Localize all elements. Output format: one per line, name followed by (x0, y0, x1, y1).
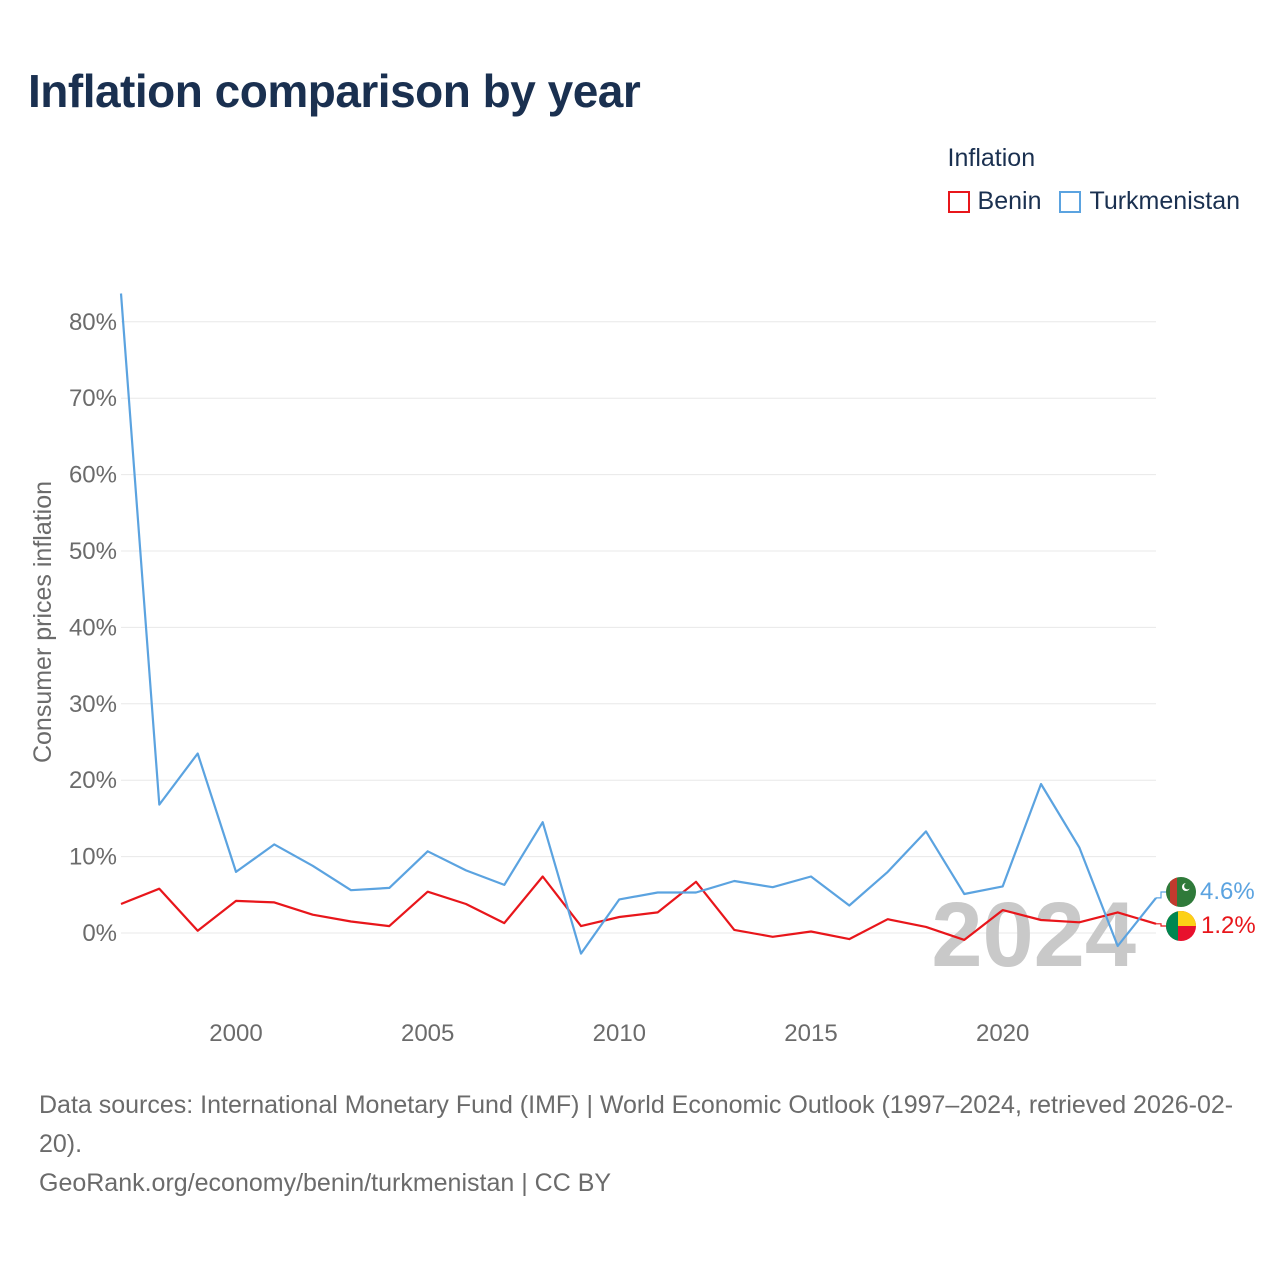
y-tick-label: 70% (69, 385, 117, 412)
series-lines (119, 293, 1166, 955)
y-axis-ticks: 0% 10% 20% 30% 40% 50% 60% 70% 80% (69, 309, 117, 947)
x-axis-ticks: 2000 2005 2010 2015 2020 (209, 1020, 1029, 1047)
legend-label-benin: Benin (977, 187, 1042, 215)
x-tick-label: 2010 (593, 1020, 646, 1047)
footer-credit: GeoRank.org/economy/benin/turkmenistan |… (39, 1169, 612, 1197)
series-line-benin[interactable] (120, 875, 1157, 942)
legend-label-turkmenistan: Turkmenistan (1089, 187, 1240, 215)
legend: Inflation Benin Turkmenistan (947, 144, 1240, 216)
x-tick-label: 2015 (784, 1020, 837, 1047)
y-tick-label: 0% (82, 920, 117, 947)
end-label-benin: 1.2% (1201, 912, 1256, 939)
legend-item-turkmenistan[interactable]: Turkmenistan (1059, 187, 1240, 216)
line-chart: 0%10%20%30%40%50%60%70%80% 2000 2005 2010 2… (29, 293, 1256, 1047)
end-label-turkmenistan: 4.6% (1200, 878, 1255, 905)
x-tick-label: 2000 (209, 1020, 262, 1047)
y-tick-label: 10% (69, 844, 117, 871)
y-tick-label: 50% (69, 538, 117, 565)
legend-swatch-turkmenistan (1059, 190, 1082, 213)
y-tick-label: 80% (69, 309, 117, 336)
legend-swatch-benin (947, 190, 970, 213)
y-tick-label: 40% (69, 614, 117, 641)
chart-title: Inflation comparison by year (28, 65, 641, 117)
y-tick-label: 30% (69, 691, 117, 718)
series-line-turkmenistan[interactable] (119, 293, 1157, 955)
benin-flag-icon (1166, 911, 1196, 941)
grid-lines (121, 321, 1156, 934)
year-watermark: 2024 (931, 884, 1136, 986)
x-tick-label: 2005 (401, 1020, 454, 1047)
legend-title: Inflation (947, 144, 1036, 172)
leader-line-benin (1156, 923, 1166, 927)
footer: Data sources: International Monetary Fun… (39, 1086, 1249, 1203)
turkmenistan-flag-icon (1166, 877, 1196, 907)
legend-item-benin[interactable]: Benin (947, 187, 1042, 216)
y-tick-label: 20% (69, 767, 117, 794)
leader-line-turkmenistan (1156, 891, 1166, 899)
y-axis-label: Consumer prices inflation (29, 481, 57, 763)
y-tick-label: 60% (69, 462, 117, 489)
footer-sources: Data sources: International Monetary Fun… (39, 1091, 1234, 1158)
x-tick-label: 2020 (976, 1020, 1029, 1047)
